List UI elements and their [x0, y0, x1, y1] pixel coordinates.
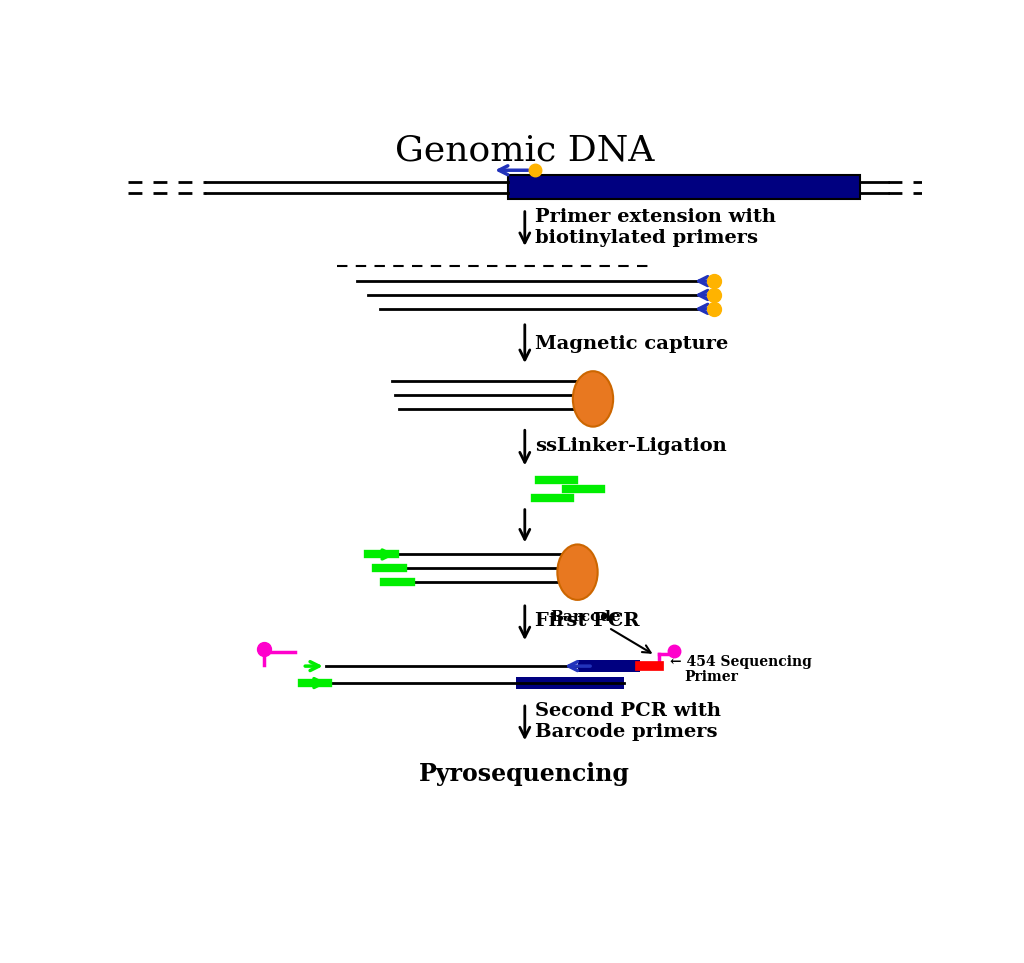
Text: First PCR: First PCR [535, 612, 639, 631]
Ellipse shape [557, 544, 598, 600]
Bar [508, 175, 860, 199]
Text: Magnetic capture: Magnetic capture [535, 335, 728, 353]
Text: Second PCR with
Barcode primers: Second PCR with Barcode primers [535, 702, 721, 741]
Bar [578, 660, 640, 672]
Ellipse shape [572, 371, 613, 427]
Text: Primer extension with
biotinylated primers: Primer extension with biotinylated prime… [535, 208, 776, 247]
Text: Pyrosequencing: Pyrosequencing [420, 762, 630, 786]
Text: Primer: Primer [684, 670, 738, 684]
Text: ssLinker-Ligation: ssLinker-Ligation [535, 437, 727, 455]
Text: Barcode: Barcode [550, 610, 621, 624]
Bar [515, 677, 624, 690]
Text: ← 454 Sequencing: ← 454 Sequencing [671, 655, 812, 669]
Text: Genomic DNA: Genomic DNA [395, 133, 654, 168]
